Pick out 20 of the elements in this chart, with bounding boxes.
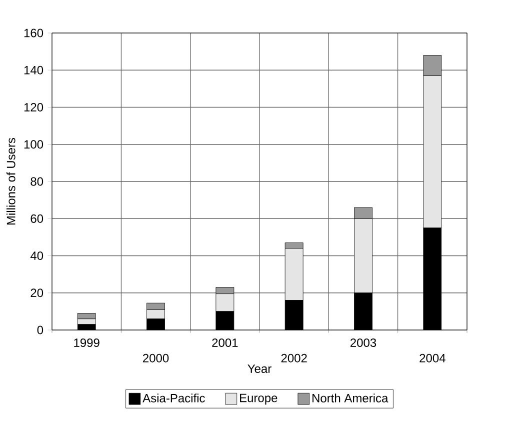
- y-axis-title: Millions of Users: [6, 138, 16, 225]
- y-tick-label: 120: [24, 103, 44, 112]
- y-tick-label: 140: [24, 66, 44, 74]
- y-tick-label: 20: [30, 288, 44, 298]
- y-tick-label: 40: [30, 252, 44, 260]
- y-tick-label: 160: [24, 28, 44, 38]
- y-tick-label: 60: [30, 214, 44, 223]
- legend-label: Asia-Pacific: [142, 394, 205, 402]
- x-axis-title: Year: [248, 364, 272, 373]
- y-tick-label: 80: [30, 177, 44, 186]
- x-tick-label: 2004: [420, 354, 446, 362]
- y-tick-label: 0: [37, 326, 44, 334]
- x-tick-label: 1999: [74, 338, 100, 347]
- legend-label: Europe: [240, 394, 278, 405]
- x-tick-label: 2002: [281, 354, 307, 362]
- x-tick-label: 2003: [350, 338, 376, 347]
- y-tick-label: 100: [24, 140, 44, 149]
- x-tick-label: 2000: [143, 354, 169, 362]
- x-tick-label: 2001: [212, 338, 238, 347]
- legend-label: North America: [312, 394, 388, 402]
